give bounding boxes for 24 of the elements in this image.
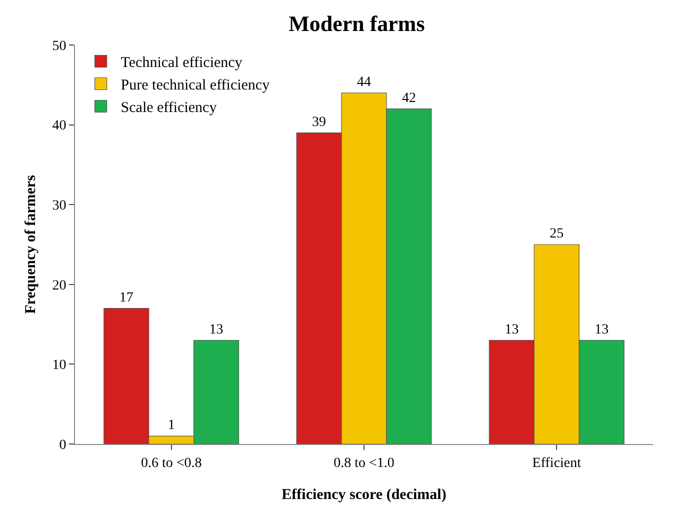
y-tick-label: 20 [52,278,66,294]
y-tick-label: 50 [52,38,66,54]
y-tick-label: 0 [59,438,66,453]
y-tick-label: 10 [52,358,66,374]
data-label: 39 [312,114,326,130]
data-label: 13 [594,322,609,338]
data-label: 44 [357,74,371,90]
y-axis-title: Frequency of farmers [23,174,39,314]
x-axis-title: Efficiency score (decimal) [282,487,446,503]
data-label: 42 [402,90,416,106]
legend-label: Scale efficiency [120,100,218,116]
chart-title: Modern farms [288,10,426,36]
legend-label: Technical efficiency [120,55,243,72]
data-label: 13 [209,322,224,338]
y-tick-label: 40 [52,118,66,134]
data-label: 13 [504,322,519,338]
y-tick-label: 30 [52,198,66,214]
data-label: 1 [168,418,175,434]
data-label: 25 [550,226,564,242]
x-tick-label: 0.6 to <0.8 [140,456,202,471]
x-tick-label: Efficient [532,456,582,471]
x-tick-label: 0.8 to <1.0 [334,456,394,471]
data-label: 17 [119,290,134,306]
legend-label: Pure technical efficiency [120,78,270,94]
